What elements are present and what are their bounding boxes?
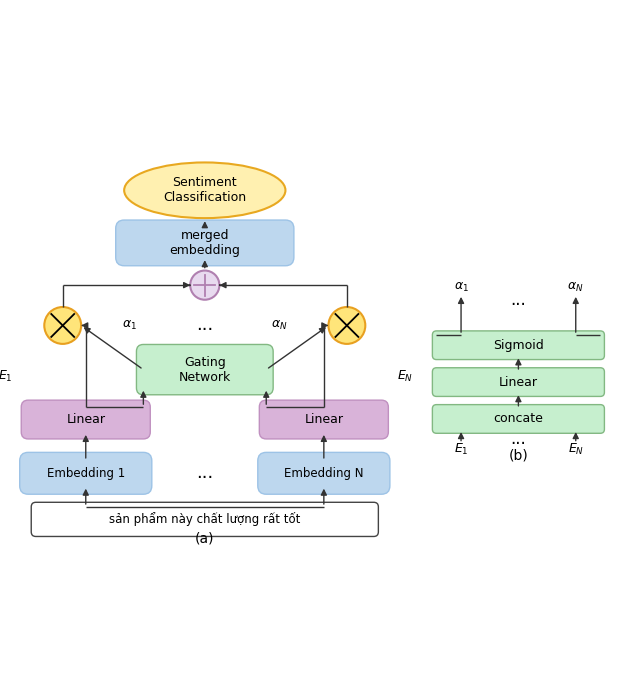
Circle shape bbox=[44, 307, 81, 344]
Text: Linear: Linear bbox=[305, 413, 343, 426]
Text: Linear: Linear bbox=[499, 376, 538, 389]
Text: Sentiment
Classification: Sentiment Classification bbox=[163, 176, 246, 204]
Text: ...: ... bbox=[511, 291, 526, 309]
Text: $E_N$: $E_N$ bbox=[397, 369, 413, 384]
Text: $\alpha_1$: $\alpha_1$ bbox=[454, 282, 468, 294]
FancyBboxPatch shape bbox=[258, 452, 390, 494]
Text: Embedding N: Embedding N bbox=[284, 467, 364, 480]
Text: Linear: Linear bbox=[67, 413, 105, 426]
Text: Gating
Network: Gating Network bbox=[179, 355, 231, 383]
FancyBboxPatch shape bbox=[433, 405, 604, 434]
Text: $\alpha_N$: $\alpha_N$ bbox=[271, 319, 288, 332]
FancyBboxPatch shape bbox=[433, 331, 604, 360]
FancyBboxPatch shape bbox=[259, 400, 388, 439]
Text: merged
embedding: merged embedding bbox=[170, 229, 240, 257]
Text: sản phẩm này chất lượng rất tốt: sản phẩm này chất lượng rất tốt bbox=[109, 512, 301, 526]
FancyBboxPatch shape bbox=[116, 220, 294, 266]
Text: Sigmoid: Sigmoid bbox=[493, 339, 544, 352]
Text: $\alpha_N$: $\alpha_N$ bbox=[568, 282, 584, 294]
Text: $E_1$: $E_1$ bbox=[0, 369, 13, 384]
Text: Embedding 1: Embedding 1 bbox=[47, 467, 125, 480]
Circle shape bbox=[328, 307, 365, 344]
FancyBboxPatch shape bbox=[31, 503, 378, 537]
Text: $\alpha_1$: $\alpha_1$ bbox=[122, 319, 138, 332]
Text: $E_N$: $E_N$ bbox=[568, 442, 584, 457]
Text: ...: ... bbox=[196, 464, 213, 482]
Ellipse shape bbox=[124, 162, 285, 218]
Text: (a): (a) bbox=[195, 532, 214, 546]
FancyBboxPatch shape bbox=[20, 452, 152, 494]
Text: ...: ... bbox=[511, 431, 526, 448]
Circle shape bbox=[190, 270, 220, 300]
FancyBboxPatch shape bbox=[433, 368, 604, 397]
Text: ...: ... bbox=[196, 316, 213, 335]
Text: $E_1$: $E_1$ bbox=[454, 442, 468, 457]
FancyBboxPatch shape bbox=[136, 344, 273, 395]
Text: (b): (b) bbox=[509, 449, 528, 463]
Text: concate: concate bbox=[493, 413, 543, 425]
FancyBboxPatch shape bbox=[21, 400, 150, 439]
